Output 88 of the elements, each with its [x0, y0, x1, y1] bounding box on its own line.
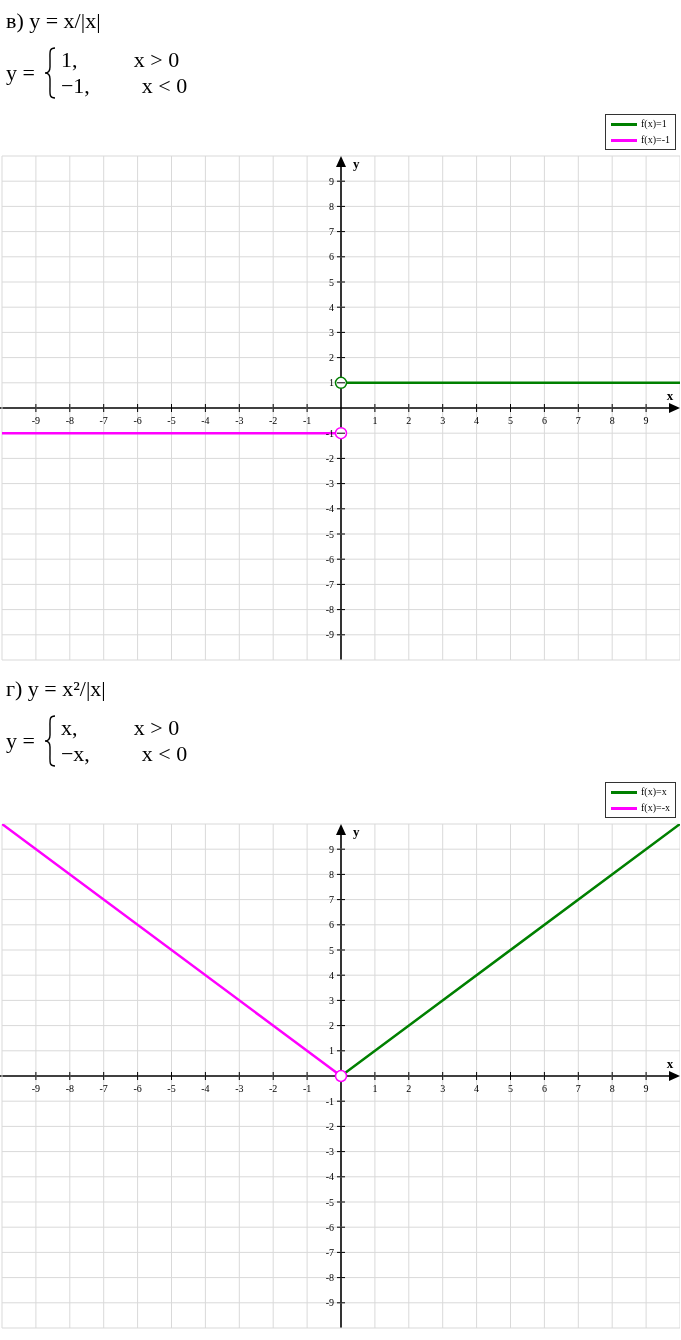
- x-tick-label: 5: [508, 1083, 513, 1094]
- x-tick-label: -7: [99, 1083, 108, 1094]
- y-tick-label: 8: [329, 200, 334, 212]
- x-tick-label: 3: [440, 1083, 446, 1094]
- y-axis-title: y: [353, 824, 360, 839]
- y-tick-label: 3: [329, 994, 334, 1006]
- x-tick-label: 8: [609, 1083, 615, 1094]
- y-tick-label: 5: [329, 276, 334, 288]
- x-tick-label: -9: [31, 415, 41, 426]
- y-tick-label: 2: [329, 352, 334, 364]
- chart-title: г) y = x²/|x|: [6, 676, 106, 701]
- y-tick-label: 2: [329, 1020, 334, 1032]
- legend-label: f(x)=1: [641, 118, 667, 130]
- y-tick-label: -9: [325, 1297, 334, 1309]
- x-tick-label: 2: [406, 1083, 412, 1094]
- y-tick-label: -6: [325, 1221, 334, 1233]
- y-tick-label: 6: [329, 919, 334, 931]
- x-tick-label: -1: [302, 1083, 312, 1094]
- x-tick-label: -5: [167, 415, 176, 426]
- x-tick-label: 1: [372, 415, 378, 426]
- chart-subtitle: y =: [6, 728, 35, 754]
- y-tick-label: -1: [325, 1095, 334, 1107]
- y-tick-label: -4: [325, 503, 334, 515]
- y-tick-label: -4: [325, 1171, 334, 1183]
- y-tick-label: -2: [325, 452, 334, 464]
- x-tick-label: 9: [643, 415, 649, 426]
- x-tick-label: -7: [99, 415, 108, 426]
- x-tick-label: -4: [201, 415, 210, 426]
- y-tick-label: -8: [325, 1272, 334, 1284]
- y-tick-label: -1: [325, 427, 334, 439]
- x-tick-label: 7: [575, 415, 581, 426]
- text: −x, x < 0: [60, 741, 188, 766]
- y-tick-label: -7: [325, 578, 334, 590]
- x-tick-label: 8: [609, 415, 615, 426]
- y-tick-label: -5: [325, 528, 334, 540]
- x-tick-label: 3: [440, 415, 446, 426]
- x-tick-label: 7: [575, 1083, 581, 1094]
- x-tick-label: 2: [406, 415, 412, 426]
- x-axis-title: x: [666, 1056, 674, 1071]
- legend-label: f(x)=x: [641, 786, 667, 798]
- x-tick-label: -3: [235, 1083, 244, 1094]
- x-tick-label: 6: [541, 1083, 547, 1094]
- x-tick-label: -9: [31, 1083, 41, 1094]
- y-tick-label: 5: [329, 944, 334, 956]
- chart-title: в) y = x/|x|: [6, 8, 101, 33]
- text: −1, x < 0: [60, 73, 188, 98]
- y-tick-label: -5: [325, 1196, 334, 1208]
- y-tick-label: 6: [329, 251, 334, 263]
- y-axis-title: y: [353, 156, 360, 171]
- legend-label: f(x)=-1: [641, 134, 670, 146]
- y-tick-label: 4: [329, 301, 334, 313]
- text: x, x > 0: [60, 715, 180, 740]
- y-tick-label: 8: [329, 868, 334, 880]
- x-tick-label: -2: [269, 415, 278, 426]
- x-tick-label: 4: [474, 1083, 480, 1094]
- y-tick-label: 4: [329, 969, 334, 981]
- y-tick-label: 9: [329, 843, 334, 855]
- x-tick-label: -8: [65, 1083, 74, 1094]
- y-tick-label: 1: [329, 1045, 334, 1057]
- y-tick-label: -2: [325, 1120, 334, 1132]
- chart-subtitle: y =: [6, 60, 35, 86]
- x-tick-label: -2: [269, 1083, 278, 1094]
- y-tick-label: 1: [329, 377, 334, 389]
- y-tick-label: 7: [329, 894, 334, 906]
- x-tick-label: -6: [133, 415, 142, 426]
- x-tick-label: -3: [235, 415, 244, 426]
- x-tick-label: 9: [643, 1083, 649, 1094]
- y-tick-label: 3: [329, 326, 334, 338]
- y-tick-label: -3: [325, 478, 334, 490]
- x-tick-label: -6: [133, 1083, 142, 1094]
- x-axis-title: x: [666, 388, 674, 403]
- x-tick-label: 1: [372, 1083, 378, 1094]
- x-tick-label: -5: [167, 1083, 176, 1094]
- x-tick-label: -4: [201, 1083, 210, 1094]
- x-tick-label: -1: [302, 415, 312, 426]
- text: 1, x > 0: [60, 47, 180, 72]
- x-tick-label: -8: [65, 415, 74, 426]
- y-tick-label: -8: [325, 604, 334, 616]
- x-tick-label: 6: [541, 415, 547, 426]
- y-tick-label: -6: [325, 553, 334, 565]
- legend-label: f(x)=-x: [641, 802, 670, 814]
- x-tick-label: 5: [508, 415, 513, 426]
- y-tick-label: -9: [325, 629, 334, 641]
- y-tick-label: -7: [325, 1246, 334, 1258]
- x-tick-label: 4: [474, 415, 480, 426]
- y-tick-label: -3: [325, 1146, 334, 1158]
- y-tick-label: 7: [329, 226, 334, 238]
- y-tick-label: 9: [329, 175, 334, 187]
